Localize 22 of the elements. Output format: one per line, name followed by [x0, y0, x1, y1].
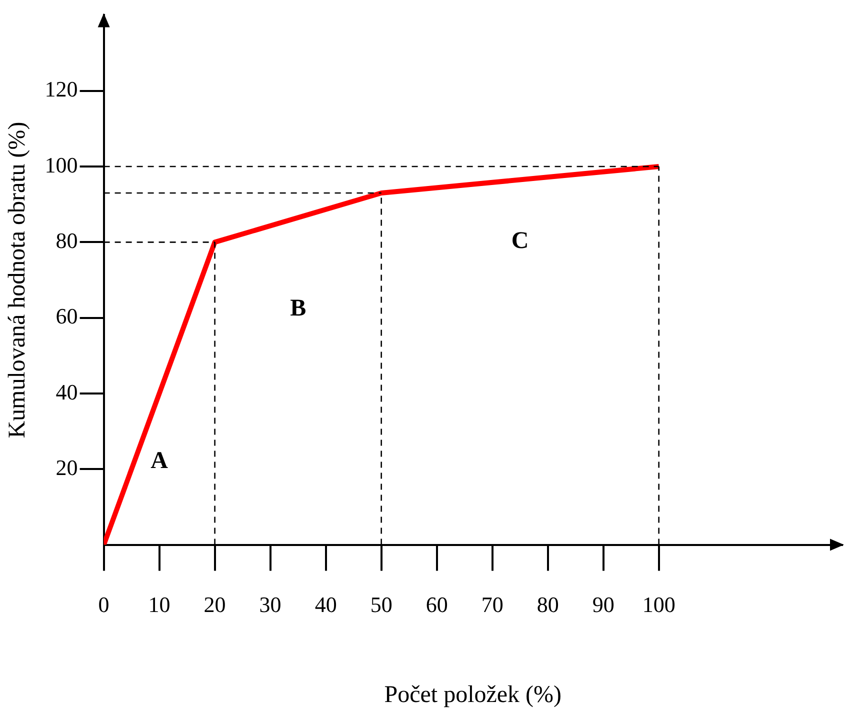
y-tick-label: 60	[56, 304, 78, 329]
y-tick-label: 40	[56, 379, 78, 404]
x-axis-title: Počet položek (%)	[384, 682, 562, 708]
y-tick-label: 120	[44, 76, 78, 102]
x-tick-label: 60	[426, 592, 448, 617]
x-tick-label: 0	[98, 592, 110, 617]
x-tick-label: 20	[204, 592, 226, 617]
x-tick-label: 10	[148, 592, 170, 617]
y-tick-label: 100	[44, 152, 78, 178]
annotation: A	[150, 448, 169, 474]
annotation: C	[511, 228, 529, 254]
x-tick-label: 100	[642, 592, 676, 617]
x-tick-label: 40	[314, 592, 337, 617]
x-tick-label: 30	[259, 592, 282, 617]
annotation: B	[290, 295, 306, 322]
y-axis-title: Kumulovaná hodnota obratu (%)	[4, 122, 31, 438]
x-tick-label: 80	[536, 592, 559, 617]
x-tick-label: 70	[481, 592, 504, 617]
y-tick-label: 80	[56, 228, 78, 253]
x-tick-label: 50	[370, 592, 392, 617]
x-tick-label: 90	[592, 592, 614, 617]
y-tick-label: 20	[56, 454, 78, 480]
